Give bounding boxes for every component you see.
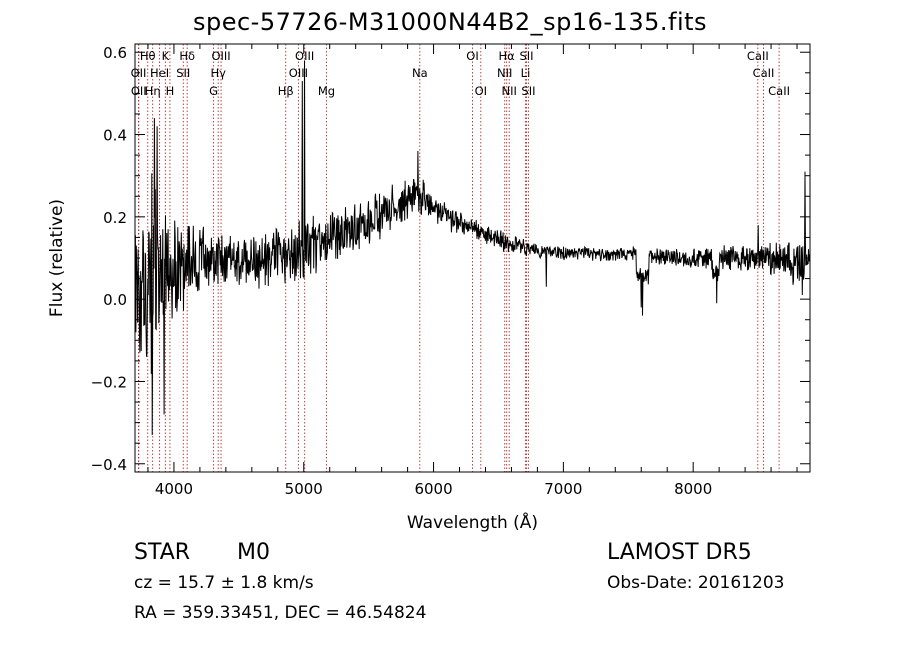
survey-name: LAMOST DR5 <box>607 540 752 565</box>
line-label-25: CaII <box>747 49 769 63</box>
redshift-value: cz = 15.7 ± 1.8 km/s <box>134 573 314 593</box>
object-subclass: M0 <box>237 540 270 565</box>
x-tick-label-2: 6000 <box>414 480 452 498</box>
x-tick-label-4: 8000 <box>674 480 712 498</box>
y-tick-label-4: 0.4 <box>103 127 127 145</box>
chart-title: spec-57726-M31000N44B2_sp16-135.fits <box>192 8 708 36</box>
line-label-20: NII <box>497 66 512 80</box>
line-label-10: Hα <box>499 49 516 63</box>
coordinates: RA = 359.33451, DEC = 46.54824 <box>134 603 427 623</box>
axes: 4000 5000 6000 7000 8000 −0.4 −0.2 0.0 0.2 0.4 0.6… <box>47 43 811 533</box>
line-label-27: CaII <box>768 84 790 98</box>
line-label-24: SII <box>521 84 535 98</box>
line-label-15: OIII <box>211 49 230 63</box>
line-label-19: OI <box>475 84 487 98</box>
line-label-23: Li <box>521 66 531 80</box>
line-label-26: CaII <box>753 66 775 80</box>
obs-date: Obs-Date: 20161203 <box>607 573 785 593</box>
y-tick-label-1: −0.2 <box>91 373 127 391</box>
line-label-12: OII <box>131 84 147 98</box>
spectrum-series <box>135 60 810 436</box>
line-label-16: OIII <box>289 66 308 80</box>
line-label-22: SII <box>519 49 533 63</box>
y-tick-label-2: 0.0 <box>103 291 127 309</box>
line-label-0: Hθ <box>140 49 156 63</box>
line-label-6: Hγ <box>210 66 226 80</box>
line-label-17: OIII <box>295 49 314 63</box>
line-label-7: Hβ <box>278 84 294 98</box>
line-label-3: H <box>166 84 175 98</box>
line-label-14: SII <box>176 66 190 80</box>
line-label-11: OII <box>131 66 147 80</box>
y-tick-label-5: 0.6 <box>103 44 127 62</box>
y-tick-label-0: −0.4 <box>91 456 127 474</box>
x-tick-label-0: 4000 <box>155 480 193 498</box>
x-tick-label-1: 5000 <box>285 480 323 498</box>
line-label-13: HeI <box>150 66 169 80</box>
spectrum-line <box>135 60 810 436</box>
line-label-9: Na <box>412 66 428 80</box>
line-label-4: Hδ <box>179 49 195 63</box>
y-axis-label: Flux (relative) <box>47 199 67 317</box>
y-tick-label-3: 0.2 <box>103 209 127 227</box>
line-label-1: Hη <box>145 84 161 98</box>
line-label-8: Mg <box>318 84 335 98</box>
object-class: STAR <box>134 540 191 565</box>
line-label-2: K <box>162 49 170 63</box>
line-label-5: G <box>209 84 218 98</box>
x-axis-label: Wavelength (Å) <box>407 511 538 533</box>
line-label-21: NII <box>502 84 517 98</box>
x-tick-label-3: 7000 <box>544 480 582 498</box>
line-label-18: OI <box>466 49 478 63</box>
